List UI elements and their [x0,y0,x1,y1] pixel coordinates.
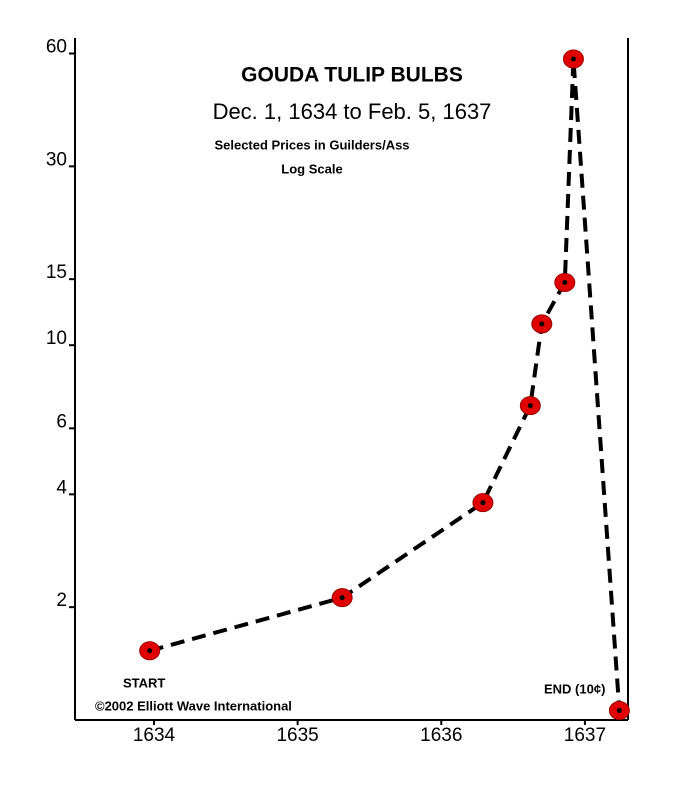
x-tick-label: 1635 [276,725,318,746]
note: Selected Prices in Guilders/Ass [214,137,409,152]
price-marker-center [616,708,622,714]
price-marker-center [562,279,568,285]
price-line [149,58,622,711]
y-tick-label: 6 [56,411,67,432]
chart-title: GOUDA TULIP BULBS [241,64,463,87]
scale-label: Log Scale [281,161,342,176]
y-tick-label: 10 [46,328,67,349]
y-tick-label: 4 [56,477,67,498]
y-tick-label: 30 [46,149,67,170]
x-tick-label: 1637 [564,725,606,746]
x-tick-label: 1634 [133,725,176,746]
end-label: END (10¢) [544,681,605,696]
start-label: START [123,675,165,690]
price-marker-center [539,321,545,327]
y-tick-label: 60 [46,37,67,58]
y-tick-label: 15 [46,262,67,283]
chart-subtitle: Dec. 1, 1634 to Feb. 5, 1637 [213,99,492,124]
x-tick-label: 1636 [420,725,462,746]
copyright: ©2002 Elliott Wave International [95,698,292,713]
price-marker-center [570,56,576,62]
price-marker-center [480,500,486,506]
y-tick-label: 2 [56,590,67,611]
price-marker-center [527,403,533,409]
price-marker-center [339,595,345,601]
price-marker-center [147,648,153,654]
